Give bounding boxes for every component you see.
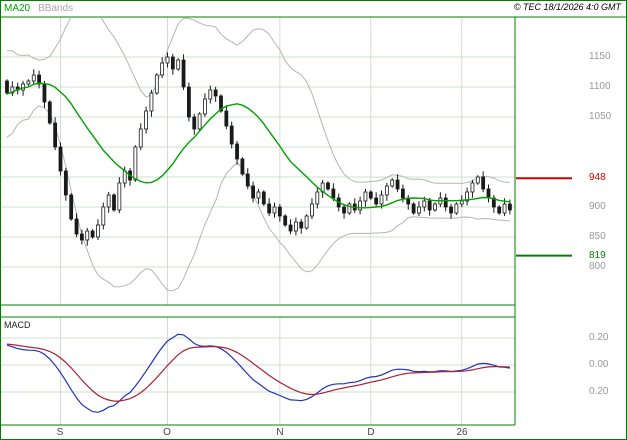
- ma20-legend: MA20: [4, 3, 31, 14]
- copyright-text: © TEC 18/1/2026 4:0 GMT: [513, 2, 621, 12]
- x-axis-label: O: [163, 427, 171, 438]
- x-axis-label: N: [276, 427, 284, 438]
- support-level-label: 819: [589, 250, 606, 261]
- candlestick-series: [5, 52, 512, 246]
- macd-label: MACD: [4, 320, 31, 330]
- bollinger-bands: [6, 17, 510, 292]
- x-axis-label: 26: [456, 427, 468, 438]
- price-axis-label: 850: [589, 231, 606, 242]
- price-axis-label: 1100: [589, 81, 611, 92]
- price-axis-label: 1050: [589, 111, 612, 122]
- price-axis-label: 800: [589, 261, 606, 272]
- macd-axis-label: 0.20: [589, 386, 609, 397]
- price-axis-label: 1150: [589, 51, 611, 62]
- macd-lines: [6, 333, 510, 413]
- price-axis-label: 900: [589, 201, 606, 212]
- level-lines: [516, 177, 572, 257]
- legend: MA20 BBands: [4, 3, 73, 14]
- macd-axis-label: 0.00: [589, 359, 609, 370]
- x-axis-label: D: [367, 427, 375, 438]
- gridlines: [0, 17, 515, 425]
- resistance-level-label: 948: [589, 172, 606, 183]
- x-axis-label: S: [56, 427, 64, 438]
- ma20-line: [6, 82, 510, 209]
- bbands-legend: BBands: [38, 3, 74, 14]
- macd-axis-label: 0.20: [589, 332, 609, 343]
